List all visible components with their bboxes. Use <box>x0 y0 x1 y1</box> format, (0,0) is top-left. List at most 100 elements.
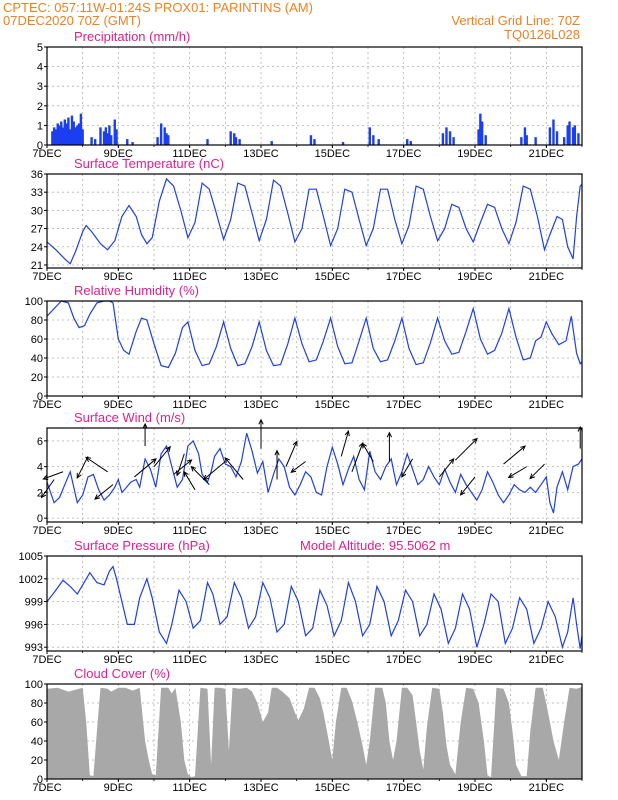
wind-arrow <box>362 443 374 462</box>
wind-xtick-label: 15DEC <box>315 525 351 537</box>
precip-xtick-label: 19DEC <box>457 148 493 160</box>
precip-xtick-label: 11DEC <box>172 148 207 160</box>
wind-arrow <box>455 438 478 461</box>
pres-ytick-label: 996 <box>25 619 43 631</box>
temp-ytick-label: 30 <box>31 205 43 217</box>
pres-line <box>46 565 583 650</box>
wind-arrow <box>41 479 55 498</box>
wind-arrow <box>503 445 526 465</box>
wind-arrow <box>401 458 414 478</box>
precip-bar <box>93 139 97 145</box>
precip-bar <box>479 113 482 145</box>
temp-xtick-label: 15DEC <box>315 271 351 283</box>
wind-arrow-head <box>292 440 298 447</box>
precip-xtick-label: 7DEC <box>32 148 61 160</box>
wind-arrow <box>438 458 455 478</box>
precip-bar <box>68 129 72 145</box>
precip-bar <box>126 139 129 145</box>
precip-bar <box>51 131 54 145</box>
precip-bar <box>104 127 108 145</box>
cloud-xtick-label: 11DEC <box>172 782 207 794</box>
wind-arrow-head <box>386 431 393 438</box>
precip-bar <box>571 127 575 145</box>
precip-bar <box>270 141 273 145</box>
wind-arrow-head <box>401 471 407 478</box>
precip-bar <box>568 121 571 145</box>
wind-xtick-label: 19DEC <box>457 525 493 537</box>
precip-bar <box>206 139 209 145</box>
wind-arrow-head <box>186 459 193 465</box>
wind-title: Surface Wind (m/s) <box>74 410 185 425</box>
precip-bar <box>238 139 241 145</box>
pres-xtick-label: 15DEC <box>315 654 351 666</box>
pres-xtick-label: 13DEC <box>243 654 279 666</box>
precip-bar <box>54 129 58 145</box>
precip-xtick-label: 13DEC <box>243 148 279 160</box>
precip-bar <box>67 117 70 145</box>
wind-xtick-label: 9DEC <box>104 525 133 537</box>
precip-bar <box>106 133 109 145</box>
precip-bar <box>70 115 74 145</box>
wind-arrow-head <box>190 465 197 472</box>
wind-arrow <box>76 456 89 479</box>
temp-xtick-label: 21DEC <box>529 271 565 283</box>
precip-bar <box>534 137 537 145</box>
wind-arrow <box>508 466 527 478</box>
wind-arrow-head <box>202 474 209 481</box>
wind-arrow-head <box>176 470 181 477</box>
cloud-area <box>47 686 582 779</box>
wind-line <box>46 433 583 514</box>
precip-ytick-label: 3 <box>37 81 43 93</box>
wind-arrow-head <box>459 489 466 496</box>
cloud-xtick-label: 13DEC <box>243 782 279 794</box>
temp-xtick-label: 19DEC <box>457 271 493 283</box>
precip-bar <box>163 127 166 145</box>
pres-xtick-label: 19DEC <box>457 654 493 666</box>
wind-arrow-head <box>165 445 171 452</box>
pres-xtick-label: 17DEC <box>386 654 422 666</box>
wind-arrow <box>153 446 171 467</box>
pres-ytick-label: 999 <box>25 597 43 609</box>
precip-bar <box>566 125 569 145</box>
header-run-time: 07DEC2020 70Z (GMT) <box>3 13 141 28</box>
precip-bar <box>448 131 452 145</box>
cloud-ytick-label: 0 <box>37 774 43 786</box>
wind-arrow <box>460 476 476 496</box>
precip-bar <box>81 129 84 145</box>
precip-bar <box>115 129 118 145</box>
wind-arrow <box>351 442 364 472</box>
cloud-ytick-label: 100 <box>25 679 43 691</box>
precip-ytick-label: 1 <box>37 120 43 132</box>
temp-xtick-label: 13DEC <box>243 271 279 283</box>
cloud-ytick-label: 60 <box>31 717 43 729</box>
precip-bar <box>60 121 63 145</box>
wind-xtick-label: 21DEC <box>529 525 565 537</box>
wind-arrow <box>290 461 306 473</box>
wind-arrow-head <box>40 492 47 499</box>
wind-arrow-head <box>85 456 92 462</box>
pres-xtick-label: 9DEC <box>104 654 133 666</box>
rh-xtick-label: 11DEC <box>172 399 207 411</box>
temp-line <box>46 177 583 265</box>
temp-ytick-label: 21 <box>31 260 43 272</box>
wind-arrow <box>203 461 226 480</box>
pres-annotation: Model Altitude: 95.5062 m <box>300 538 450 553</box>
wind-arrow-head <box>76 472 82 479</box>
wind-arrow-head <box>344 429 350 437</box>
precip-bar <box>113 119 116 145</box>
pres-xtick-label: 7DEC <box>32 654 61 666</box>
precip-bar <box>520 137 523 145</box>
precip-frame <box>46 46 583 146</box>
precip-bar <box>577 133 580 145</box>
wind-arrow-head <box>529 473 536 480</box>
precip-bar <box>56 123 59 145</box>
temp-xtick-label: 9DEC <box>104 271 133 283</box>
temp-xtick-label: 11DEC <box>172 271 207 283</box>
precip-bar <box>63 119 67 145</box>
precip-bar <box>309 135 313 145</box>
precip-bar <box>52 127 56 145</box>
precip-bar <box>548 127 552 145</box>
precip-bar <box>99 127 102 145</box>
precip-bar <box>229 131 232 145</box>
cloud-ytick-label: 40 <box>31 736 43 748</box>
